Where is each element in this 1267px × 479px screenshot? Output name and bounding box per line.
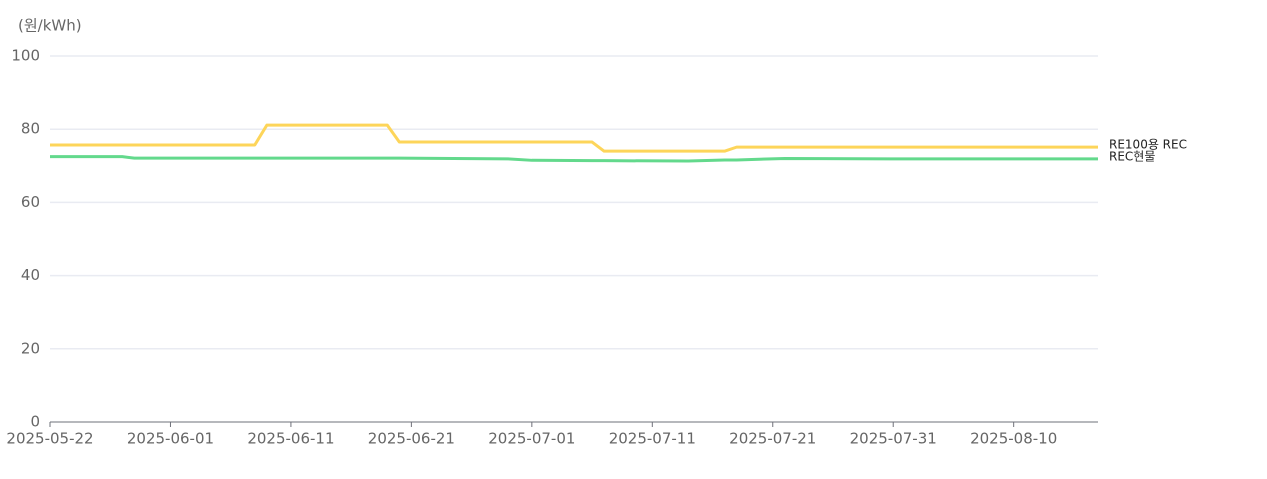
- y-tick-label: 80: [21, 120, 40, 138]
- x-tick-label: 2025-06-11: [247, 430, 334, 448]
- y-axis-unit: (원/kWh): [18, 17, 82, 35]
- x-tick-label: 2025-07-31: [850, 430, 937, 448]
- series-line: [50, 123, 1098, 153]
- y-tick-label: 40: [21, 266, 40, 284]
- series-line: [50, 155, 1098, 163]
- x-tick-label: 2025-06-01: [127, 430, 214, 448]
- x-tick-label: 2025-07-21: [729, 430, 816, 448]
- x-tick-label: 2025-08-10: [970, 430, 1057, 448]
- series-end-label: REC현물: [1109, 149, 1155, 163]
- x-tick-label: 2025-06-21: [368, 430, 455, 448]
- series-end-label: RE100용 REC: [1109, 138, 1187, 152]
- y-tick-label: 0: [30, 413, 40, 431]
- y-tick-label: 20: [21, 339, 40, 357]
- x-tick-label: 2025-07-11: [609, 430, 696, 448]
- y-tick-label: 100: [11, 47, 40, 65]
- x-tick-label: 2025-07-01: [488, 430, 575, 448]
- x-tick-label: 2025-05-22: [6, 430, 93, 448]
- y-tick-label: 60: [21, 193, 40, 211]
